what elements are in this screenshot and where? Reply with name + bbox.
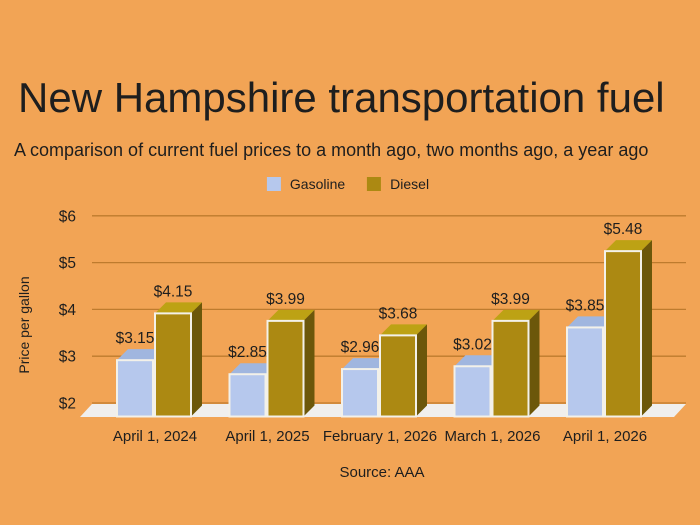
value-label-diesel-0: $4.15 [154,283,193,300]
bar-top-face [492,309,540,321]
y-axis-title: Price per gallon [16,276,32,373]
legend-swatch-diesel [367,177,382,191]
x-axis-label-4: April 1, 2026 [563,428,647,445]
value-label-diesel-3: $3.99 [491,291,530,308]
bar-front-face [228,373,267,418]
legend: Gasoline Diesel [266,176,429,192]
bar-side-face [191,302,202,417]
bar-top-face [454,355,502,367]
source-note: Source: AAA [339,464,425,481]
value-label-diesel-4: $5.48 [604,221,643,238]
bar-front-face [379,334,417,418]
legend-item-gasoline: Gasoline [266,176,346,192]
bar-front-face [491,319,530,418]
value-label-gasoline-2: $2.96 [341,339,380,356]
bar-front-face [116,359,154,418]
bar-top-face [342,358,389,370]
bar-side-face [416,324,427,417]
value-label-gasoline-3: $3.02 [453,336,492,353]
x-axis-label-3: March 1, 2026 [445,428,541,445]
bar-front-face [154,312,192,418]
value-label-gasoline-4: $3.85 [566,297,605,314]
bar-top-face [380,324,427,336]
bar-side-face [528,309,540,417]
bar-side-face [641,240,652,417]
value-label-diesel-1: $3.99 [266,291,305,308]
bar-top-face [605,240,652,252]
bar-front-face [453,365,492,418]
bar-top-face [117,349,164,361]
y-tick-label: $6 [59,208,76,225]
bar-top-face [229,363,277,375]
bar-top-face [267,309,315,321]
bar-front-face [341,368,379,418]
bar-top-face [155,302,202,314]
bar-front-face [266,319,305,418]
y-tick-label: $4 [59,302,77,319]
y-tick-label: $2 [59,396,76,413]
y-tick-label: $5 [59,255,76,272]
legend-swatch-gasoline [266,177,281,191]
bar-side-face [303,309,315,417]
value-label-gasoline-0: $3.15 [116,330,155,347]
legend-label-gasoline: Gasoline [289,176,346,192]
chart-subtitle: A comparison of current fuel prices to a… [14,140,649,160]
legend-item-diesel: Diesel [367,176,429,192]
value-label-gasoline-1: $2.85 [228,344,267,361]
bar-front-face [604,250,642,418]
bar-top-face [567,316,614,328]
x-axis-label-0: April 1, 2024 [113,428,197,445]
x-axis-label-2: February 1, 2026 [323,428,437,445]
x-axis-label-1: April 1, 2025 [225,428,309,445]
bar-front-face [566,326,604,418]
y-tick-label: $3 [59,349,76,366]
legend-label-diesel: Diesel [390,176,430,192]
chart-title: New Hampshire transportation fuel [18,74,665,121]
value-label-diesel-2: $3.68 [379,305,418,322]
